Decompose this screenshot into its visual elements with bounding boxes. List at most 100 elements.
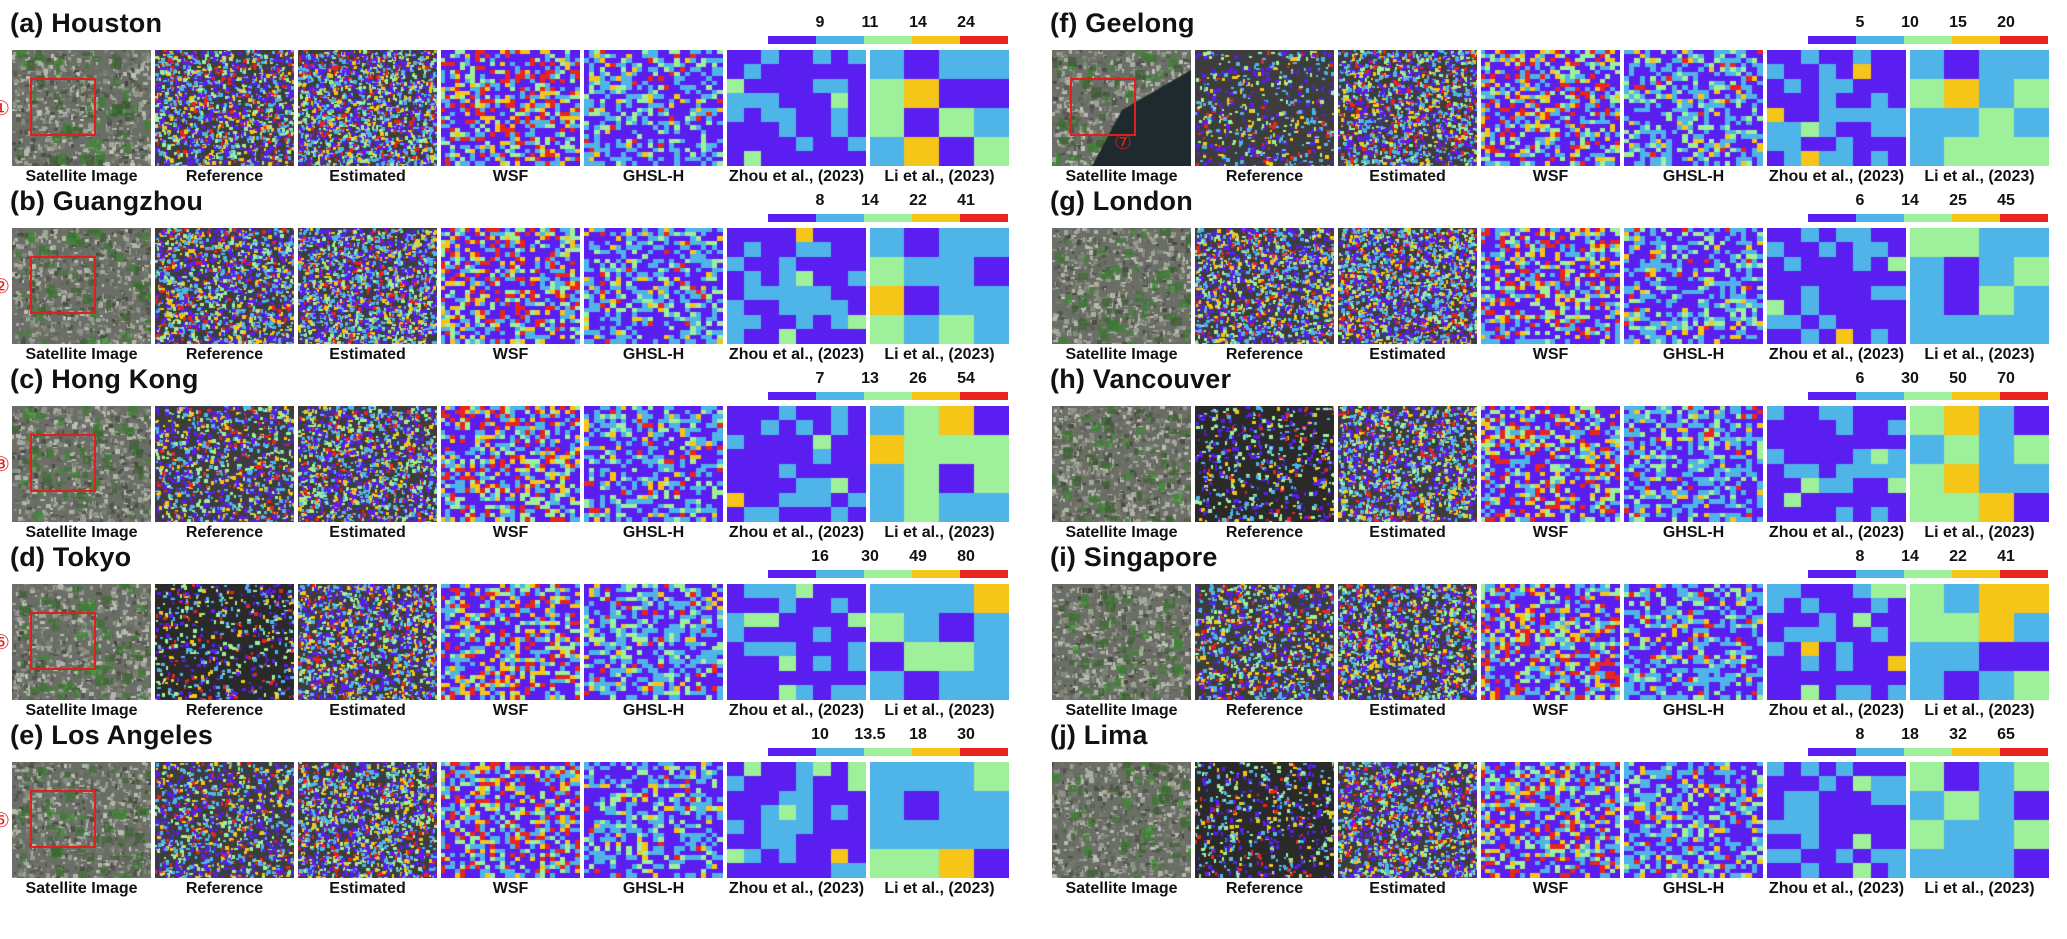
map-image	[1910, 584, 2049, 700]
image-row	[1052, 762, 2049, 878]
colorbar-segment	[1808, 36, 1856, 44]
colorbar-tick-label: 50	[1949, 370, 1967, 387]
image-row	[12, 762, 1009, 878]
map-image	[727, 228, 866, 344]
column-label: WSF	[1532, 346, 1569, 363]
colorbar-segment	[768, 36, 816, 44]
colorbar-tick-label: 65	[1997, 726, 2015, 743]
column-label: GHSL-H	[1662, 880, 1725, 897]
colorbar-segment	[1904, 748, 1952, 756]
colorbar-segment	[912, 748, 960, 756]
colorbar-segment	[816, 36, 864, 44]
panel-title: (i) Singapore	[1050, 542, 1218, 572]
column-label: Li et al., (2023)	[1924, 168, 2035, 185]
column-label: GHSL-H	[622, 880, 685, 897]
map-tile-0	[12, 50, 151, 166]
colorbar-segment	[960, 214, 1008, 222]
map-tile-1	[1195, 228, 1334, 344]
colorbar-segment	[768, 570, 816, 578]
map-image	[727, 762, 866, 878]
column-label: Estimated	[329, 346, 406, 363]
colorbar	[1808, 748, 2048, 756]
colorbar-segment	[864, 392, 912, 400]
colorbar-tick-label: 18	[909, 726, 927, 743]
map-image	[1052, 228, 1191, 344]
panel-title: (e) Los Angeles	[10, 720, 214, 750]
colorbar-segment	[816, 214, 864, 222]
colorbar-tick-label: 30	[1901, 370, 1919, 387]
panel-title: (g) London	[1050, 186, 1193, 216]
image-row	[1052, 50, 2049, 166]
map-tile-5	[727, 762, 866, 878]
map-image	[1910, 228, 2049, 344]
colorbar-tick-label: 11	[861, 14, 879, 31]
map-tile-3	[1481, 584, 1620, 700]
colorbar-tick-label: 32	[1949, 726, 1967, 743]
map-image	[12, 762, 151, 878]
map-tile-1	[1195, 406, 1334, 522]
map-tile-3	[1481, 228, 1620, 344]
colorbar-segment	[864, 214, 912, 222]
column-label: Satellite Image	[25, 346, 138, 363]
image-row	[12, 584, 1009, 700]
map-tile-0	[1052, 406, 1191, 522]
colorbar-legend: 10 13.5 18 30	[768, 726, 1008, 760]
column-label: Satellite Image	[1065, 702, 1178, 719]
column-label: Estimated	[1369, 524, 1446, 541]
column-label: Zhou et al., (2023)	[728, 346, 865, 363]
colorbar	[768, 748, 1008, 756]
colorbar-tick-label: 54	[957, 370, 975, 387]
colorbar-tick-label: 13	[861, 370, 879, 387]
colorbar-segment	[1808, 214, 1856, 222]
colorbar	[1808, 214, 2048, 222]
map-image	[441, 406, 580, 522]
map-tile-5	[727, 50, 866, 166]
colorbar-segment	[768, 748, 816, 756]
colorbar-segment	[2000, 214, 2048, 222]
image-row	[12, 228, 1009, 344]
column-label: Zhou et al., (2023)	[1768, 880, 1905, 897]
map-tile-5	[727, 228, 866, 344]
colorbar-tick-label: 70	[1997, 370, 2015, 387]
column-label: Satellite Image	[25, 168, 138, 185]
column-label: Reference	[1225, 346, 1304, 363]
panel-b: (b) Guangzhou 8 14 22 41 Satellite Image Refer…	[0, 178, 1020, 363]
colorbar-segment	[1808, 748, 1856, 756]
map-image	[1624, 228, 1763, 344]
panel-title: (j) Lima	[1050, 720, 1148, 750]
map-tile-5	[727, 406, 866, 522]
colorbar-tick-label: 18	[1901, 726, 1919, 743]
column-label: Estimated	[329, 880, 406, 897]
roi-box	[30, 434, 96, 492]
colorbar-tick-label: 20	[1997, 14, 2015, 31]
map-tile-5	[1767, 228, 1906, 344]
map-image	[441, 584, 580, 700]
map-image	[870, 584, 1009, 700]
map-tile-1	[155, 228, 294, 344]
column-label: Reference	[1225, 702, 1304, 719]
column-label: Li et al., (2023)	[884, 702, 995, 719]
map-image	[727, 406, 866, 522]
colorbar-segment	[1856, 392, 1904, 400]
column-label: Li et al., (2023)	[884, 168, 995, 185]
map-image	[1052, 584, 1191, 700]
colorbar-segment	[1952, 392, 2000, 400]
panel-title: (f) Geelong	[1050, 8, 1195, 38]
map-image	[1767, 50, 1906, 166]
map-tile-3	[441, 406, 580, 522]
map-tile-3	[1481, 406, 1620, 522]
colorbar-segment	[912, 570, 960, 578]
map-image	[1338, 228, 1477, 344]
map-image	[1624, 406, 1763, 522]
colorbar-tick-label: 9	[815, 14, 825, 31]
colorbar-segment	[960, 748, 1008, 756]
column-label: Reference	[1225, 524, 1304, 541]
colorbar-tick-label: 6	[1855, 370, 1865, 387]
map-tile-1	[1195, 762, 1334, 878]
map-image	[12, 228, 151, 344]
colorbar-legend: 6 30 50 70	[1808, 370, 2048, 404]
colorbar-segment	[864, 748, 912, 756]
colorbar-tick-label: 22	[1949, 548, 1967, 565]
panel-a: (a) Houston 9 11 14 24 Satellite Image Referen…	[0, 0, 1020, 185]
map-image	[1624, 584, 1763, 700]
